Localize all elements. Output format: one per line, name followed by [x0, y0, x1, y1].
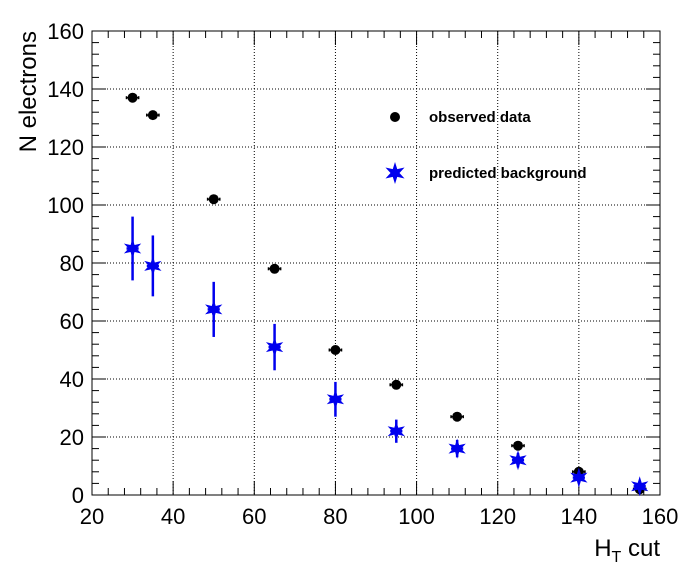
predicted-background-point — [205, 299, 223, 320]
x-tick-label: 40 — [161, 504, 185, 529]
tick-labels: 20 40 60 80 100 120 140 16002040608010012014016… — [47, 19, 678, 529]
x-tick-label: 20 — [80, 504, 104, 529]
y-tick-label: 160 — [47, 19, 84, 44]
series-observed-data — [125, 92, 647, 495]
observed-data-point — [147, 110, 158, 121]
predicted-background-point — [265, 337, 284, 358]
x-axis-title-main: H — [594, 535, 611, 562]
plot-frame — [91, 30, 661, 496]
observed-data-point — [208, 194, 219, 205]
predicted-background-point — [123, 238, 142, 259]
observed-data-point — [513, 440, 523, 451]
legend-label-predicted-background: predicted background — [429, 165, 587, 182]
y-tick-label: 100 — [47, 193, 84, 218]
observed-data-point — [452, 411, 463, 422]
predicted-background-point — [509, 450, 527, 471]
series-predicted-background — [123, 216, 649, 497]
predicted-background-point — [570, 467, 588, 488]
x-axis-title-suffix: cut — [621, 535, 660, 562]
legend-marker-observed-data — [390, 112, 400, 122]
y-tick-label: 120 — [47, 135, 84, 160]
observed-data-point — [269, 263, 280, 274]
observed-data-point — [391, 379, 402, 390]
legend-label-observed-data: observed data — [429, 109, 531, 126]
x-tick-label: 160 — [642, 504, 679, 529]
x-tick-label: 140 — [560, 504, 597, 529]
y-tick-label: 20 — [60, 425, 84, 450]
series-layer — [123, 92, 649, 497]
predicted-background-point — [448, 438, 466, 459]
axis-ticks — [91, 30, 661, 496]
predicted-background-point — [326, 389, 345, 410]
x-axis-title-subscript: T — [612, 549, 622, 566]
y-axis-title: N electrons — [15, 31, 42, 152]
grid-lines — [92, 31, 660, 495]
x-axis-title: HT cut — [594, 535, 660, 566]
y-tick-label: 40 — [60, 367, 84, 392]
y-tick-label: 80 — [60, 251, 84, 276]
x-tick-label: 60 — [242, 504, 266, 529]
x-tick-label: 120 — [479, 504, 516, 529]
y-tick-label: 60 — [60, 309, 84, 334]
observed-data-point — [127, 92, 138, 103]
observed-data-point — [330, 345, 341, 355]
legend-marker-predicted-background — [385, 162, 405, 184]
x-tick-label: 80 — [323, 504, 347, 529]
predicted-background-point — [387, 421, 405, 442]
y-tick-label: 0 — [72, 483, 84, 508]
y-tick-label: 140 — [47, 77, 84, 102]
x-tick-label: 100 — [398, 504, 435, 529]
predicted-background-point — [144, 255, 162, 276]
predicted-background-point — [631, 476, 649, 497]
legend: observed data predicted background — [385, 109, 587, 184]
